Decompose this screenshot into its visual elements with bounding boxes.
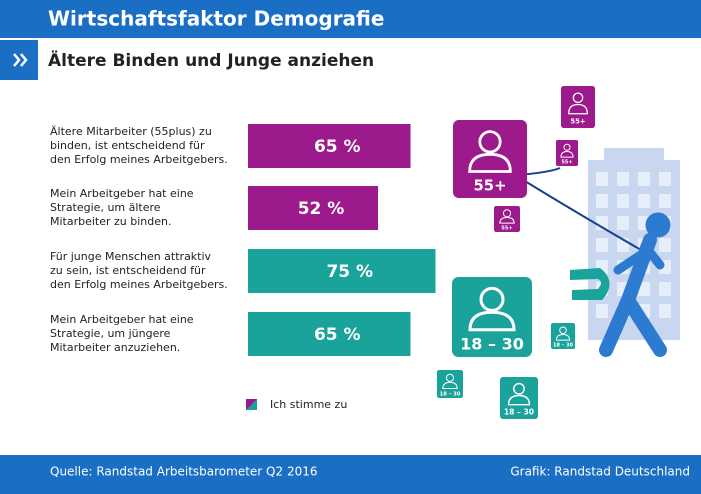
value-label: 52 % [298, 199, 345, 219]
window [596, 238, 608, 252]
window [596, 194, 608, 208]
icon-label: 18 – 30 [504, 408, 534, 417]
person-icon [437, 370, 463, 398]
header-band [0, 0, 701, 38]
category-label: Mein Arbeitgeber hat eine Strategie, um … [50, 313, 194, 354]
person-body [499, 216, 515, 224]
person-icon [556, 140, 578, 166]
legend-label: Ich stimme zu [270, 398, 347, 411]
window [638, 172, 650, 186]
person-head [559, 326, 567, 335]
window [596, 172, 608, 186]
value-label: 75 % [326, 262, 373, 282]
icon-label: 55+ [561, 160, 572, 166]
person-body [560, 150, 574, 158]
window [659, 172, 671, 186]
icon-label: 55+ [474, 177, 507, 194]
window [659, 282, 671, 296]
person-body [568, 103, 588, 115]
person-body [442, 381, 458, 389]
icon-label: 18 – 30 [553, 343, 573, 349]
value-label: 65 % [314, 325, 361, 345]
window [617, 216, 629, 230]
person-head [563, 143, 571, 151]
person-head [479, 286, 505, 312]
window [659, 304, 671, 318]
person-icon [452, 277, 532, 357]
bar [248, 124, 411, 168]
person-icon [551, 323, 575, 349]
footer-band [0, 455, 701, 494]
figure [599, 212, 671, 357]
chevrons [13, 53, 28, 67]
credit: Grafik: Randstad Deutschland [510, 465, 690, 479]
person-head [513, 382, 525, 395]
person-icon [453, 120, 527, 198]
value-label: 65 % [314, 137, 361, 157]
window [617, 172, 629, 186]
icon-label: 55+ [501, 226, 513, 232]
category-label: Für junge Menschen attraktiv zu sein, is… [50, 250, 228, 291]
person-head [445, 373, 455, 382]
person-head [478, 130, 502, 154]
bar [248, 186, 378, 230]
window [659, 238, 671, 252]
chart-subtitle: Ältere Binden und Junge anziehen [48, 49, 374, 71]
person-body [468, 310, 516, 332]
person-head [502, 209, 512, 218]
window [596, 304, 608, 318]
category-label: Ältere Mitarbeiter (55plus) zu binden, i… [50, 125, 228, 166]
person-icon [561, 86, 595, 128]
person-head [572, 92, 584, 104]
window [638, 194, 650, 208]
legend-swatch [246, 399, 257, 410]
chart-title: Wirtschaftsfaktor Demografie [48, 7, 384, 31]
category-label: Mein Arbeitgeber hat eine Strategie, um … [50, 187, 194, 228]
icon-label: 55+ [570, 118, 585, 126]
bar [248, 312, 411, 356]
person-icon [500, 377, 538, 419]
icon-label: 18 – 30 [440, 391, 461, 397]
icon-label: 18 – 30 [460, 335, 524, 354]
person-icon [494, 206, 520, 232]
source: Quelle: Randstad Arbeitsbarometer Q2 201… [50, 465, 318, 479]
person-body [468, 152, 512, 173]
person-body [507, 394, 531, 406]
window [617, 194, 629, 208]
bar [248, 249, 436, 293]
window [638, 282, 650, 296]
magnet [570, 268, 610, 300]
window [659, 194, 671, 208]
person-body [555, 333, 571, 341]
